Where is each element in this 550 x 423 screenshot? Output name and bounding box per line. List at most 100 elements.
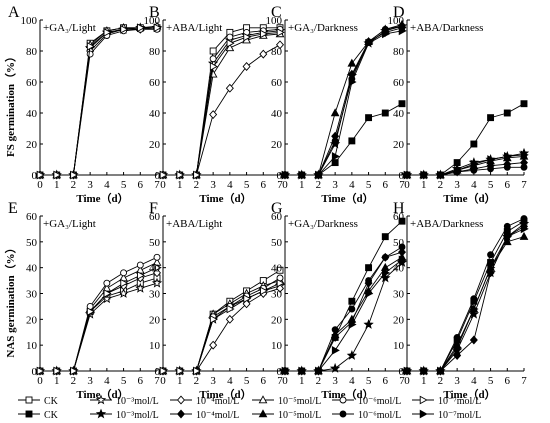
series-open-triangle-right	[159, 278, 285, 376]
y-tick-label: 80	[149, 46, 161, 58]
data-point	[298, 170, 307, 180]
data-point	[159, 366, 168, 376]
x-tick-label: 4	[227, 179, 233, 191]
data-point	[242, 62, 251, 71]
legend-marker	[25, 410, 33, 418]
y-tick-label: 40	[26, 108, 38, 120]
x-tick-label: 3	[332, 375, 338, 387]
legend-item: 10⁻⁵mol/L	[252, 409, 321, 421]
legend-item: CK	[18, 396, 59, 407]
y-tick-label: 20	[393, 314, 405, 326]
data-point	[487, 114, 495, 122]
legend-item: 10⁻³mol/L	[90, 394, 159, 407]
x-tick-label: 3	[87, 375, 93, 387]
legend-label: 10⁻³mol/L	[116, 410, 159, 421]
legend-item: 10⁻⁴mol/L	[170, 409, 239, 421]
data-point	[381, 253, 389, 261]
series-open-star	[34, 277, 163, 376]
legend-label: 10⁻⁶mol/L	[358, 410, 401, 421]
data-point	[520, 215, 528, 223]
data-point	[159, 170, 168, 180]
legend-label: CK	[44, 396, 59, 407]
x-tick-label: 1	[177, 375, 183, 387]
panel-condition-label: +GA₃/Light	[43, 22, 96, 34]
legend-item: 10⁻⁴mol/L	[170, 395, 239, 407]
x-tick-label: 7	[277, 179, 283, 191]
series-line	[407, 223, 525, 372]
data-point	[281, 170, 290, 180]
series-filled-star	[279, 257, 408, 376]
data-point	[470, 166, 478, 174]
data-point	[348, 297, 356, 305]
data-point	[225, 43, 235, 52]
data-point	[176, 170, 185, 180]
y-tick-label: 60	[393, 211, 405, 223]
series-open-triangle-right	[36, 263, 162, 376]
x-axis-label: Time（d）	[443, 192, 495, 205]
data-point	[193, 366, 202, 376]
y-tick-label: 60	[26, 77, 38, 89]
data-point	[152, 268, 162, 278]
data-point	[470, 304, 479, 314]
legend-label: CK	[44, 410, 59, 421]
data-point	[36, 366, 45, 376]
series-filled-star	[279, 20, 408, 180]
data-point	[381, 109, 389, 117]
data-point	[275, 283, 285, 293]
legend-item: 10⁻⁷mol/L	[412, 409, 481, 421]
x-tick-label: 6	[261, 179, 267, 191]
legend-label: 10⁻⁴mol/L	[196, 410, 239, 421]
data-point	[519, 231, 529, 240]
x-tick-label: 7	[521, 179, 527, 191]
data-point	[503, 163, 511, 171]
series-line	[285, 30, 403, 176]
y-tick-label: 40	[393, 263, 405, 275]
x-tick-label: 7	[399, 179, 405, 191]
data-point	[331, 137, 339, 145]
x-tick-label: 6	[505, 179, 511, 191]
x-tick-label: 7	[399, 375, 405, 387]
x-tick-label: 7	[154, 375, 160, 387]
series-line	[285, 25, 403, 176]
series-line	[163, 287, 281, 372]
data-point	[281, 366, 290, 376]
x-tick-label: 2	[194, 179, 200, 191]
series-filled-square	[281, 100, 406, 179]
x-axis-label: Time（d）	[321, 192, 373, 205]
data-point	[193, 170, 202, 180]
x-tick-label: 1	[54, 179, 60, 191]
data-point	[520, 224, 529, 234]
data-point	[398, 100, 406, 108]
y-tick-label: 20	[271, 139, 283, 151]
y-tick-label: 40	[271, 263, 283, 275]
legend-label: 10⁻⁴mol/L	[196, 396, 239, 407]
x-tick-label: 0	[282, 179, 288, 191]
series-line	[285, 25, 403, 176]
data-point	[276, 278, 285, 288]
y-tick-label: 40	[149, 263, 161, 275]
y-tick-label: 0	[32, 170, 38, 182]
legend-marker	[25, 396, 33, 404]
data-point	[209, 62, 218, 71]
data-point	[487, 263, 496, 273]
data-point	[135, 282, 146, 293]
y-tick-label: 30	[149, 289, 161, 301]
y-tick-label: 100	[144, 15, 161, 27]
y-tick-label: 80	[393, 46, 405, 58]
data-point	[209, 47, 217, 55]
legend-item: 10⁻³mol/L	[90, 408, 159, 421]
series-open-square	[36, 24, 161, 179]
data-point	[153, 263, 162, 273]
legend-marker	[258, 395, 268, 404]
y-tick-label: 30	[393, 289, 405, 301]
series-open-star	[157, 25, 286, 180]
x-axis-label: Time（d）	[76, 388, 128, 401]
data-point	[331, 326, 339, 334]
data-point	[348, 77, 357, 87]
y-tick-label: 20	[149, 139, 161, 151]
series-line	[407, 228, 525, 372]
data-point	[520, 100, 528, 108]
series-line	[40, 27, 157, 176]
data-point	[398, 26, 407, 36]
y-tick-label: 60	[149, 77, 161, 89]
